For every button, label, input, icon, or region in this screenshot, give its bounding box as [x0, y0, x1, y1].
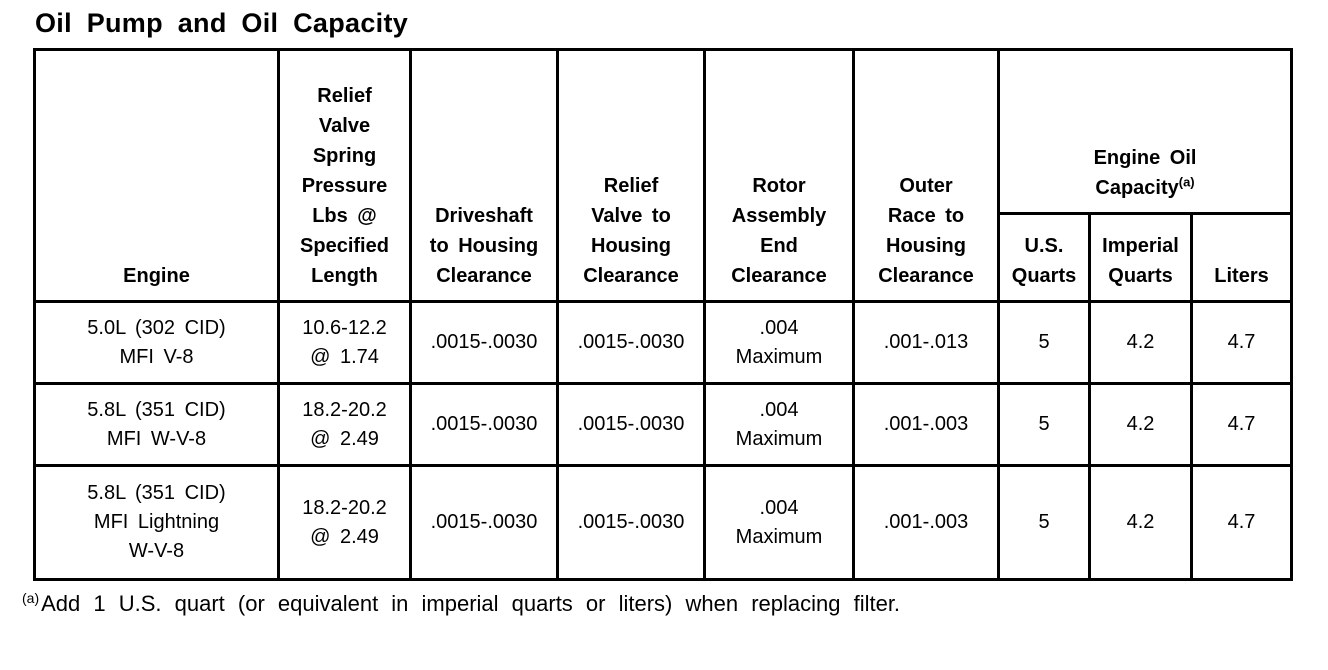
- cell-outer-race-clearance: .001-.003: [852, 382, 1000, 467]
- cell-us-quarts: 5: [997, 464, 1091, 581]
- capacity-footnote-marker: (a): [1178, 174, 1195, 190]
- cell-driveshaft-clearance: .0015-.0030: [409, 300, 559, 385]
- cell-engine: 5.8L (351 CID) MFI W-V-8: [33, 382, 280, 467]
- cell-relief-spring-pressure: 18.2-20.2 @ 2.49: [277, 382, 412, 467]
- col-header-relief-valve-to-housing-clearance: Relief Valve to Housing Clearance: [556, 48, 706, 303]
- table-row-5-8l-351-lightning: 5.8L (351 CID) MFI Lightning W-V-8 18.2-…: [33, 464, 1294, 581]
- footnote: (a)Add 1 U.S. quart (or equivalent in im…: [22, 590, 1328, 619]
- footnote-marker: (a): [22, 589, 40, 606]
- cell-driveshaft-clearance: .0015-.0030: [409, 382, 559, 467]
- cell-engine: 5.0L (302 CID) MFI V-8: [33, 300, 280, 385]
- col-header-imperial-quarts: Imperial Quarts: [1088, 212, 1193, 303]
- manual-page: Oil Pump and Oil Capacity Engine Relief …: [22, 8, 1328, 619]
- cell-driveshaft-clearance: .0015-.0030: [409, 464, 559, 581]
- cell-us-quarts: 5: [997, 300, 1091, 385]
- col-header-driveshaft-to-housing-clearance: Driveshaft to Housing Clearance: [409, 48, 559, 303]
- col-header-engine: Engine: [33, 48, 280, 303]
- col-header-us-quarts: U.S. Quarts: [997, 212, 1091, 303]
- capacity-group-label: Engine Oil Capacity: [1093, 147, 1197, 199]
- oil-pump-capacity-table: Engine Relief Valve Spring Pressure Lbs …: [33, 48, 1294, 581]
- cell-engine: 5.8L (351 CID) MFI Lightning W-V-8: [33, 464, 280, 581]
- col-header-engine-oil-capacity-group: Engine Oil Capacity(a): [996, 48, 1294, 215]
- cell-outer-race-clearance: .001-.013: [852, 300, 1000, 385]
- header-row-main: Engine Relief Valve Spring Pressure Lbs …: [33, 48, 1294, 303]
- cell-relief-spring-pressure: 10.6-12.2 @ 1.74: [277, 300, 412, 385]
- cell-relief-spring-pressure: 18.2-20.2 @ 2.49: [277, 464, 412, 581]
- cell-liters: 4.7: [1189, 300, 1294, 385]
- header-row-capacity-units: U.S. Quarts Imperial Quarts Liters: [35, 212, 1294, 303]
- page-title: Oil Pump and Oil Capacity: [35, 8, 409, 38]
- cell-outer-race-clearance: .001-.003: [852, 464, 1000, 581]
- cell-relief-valve-clearance: .0015-.0030: [556, 382, 706, 467]
- cell-relief-valve-clearance: .0015-.0030: [556, 300, 706, 385]
- cell-us-quarts: 5: [997, 382, 1091, 467]
- cell-liters: 4.7: [1189, 382, 1294, 467]
- col-header-relief-valve-spring-pressure: Relief Valve Spring Pressure Lbs @ Speci…: [277, 48, 412, 303]
- table-row-5-8l-351: 5.8L (351 CID) MFI W-V-8 18.2-20.2 @ 2.4…: [33, 382, 1294, 467]
- cell-imperial-quarts: 4.2: [1088, 464, 1193, 581]
- table-row-5-0l-302: 5.0L (302 CID) MFI V-8 10.6-12.2 @ 1.74 …: [33, 300, 1294, 385]
- cell-liters: 4.7: [1189, 464, 1294, 581]
- cell-imperial-quarts: 4.2: [1088, 382, 1193, 467]
- cell-rotor-end-clearance: .004 Maximum: [703, 382, 855, 467]
- col-header-liters: Liters: [1189, 212, 1294, 303]
- cell-rotor-end-clearance: .004 Maximum: [703, 300, 855, 385]
- cell-imperial-quarts: 4.2: [1088, 300, 1193, 385]
- cell-relief-valve-clearance: .0015-.0030: [556, 464, 706, 581]
- col-header-outer-race-to-housing-clearance: Outer Race to Housing Clearance: [852, 48, 1000, 303]
- cell-rotor-end-clearance: .004 Maximum: [703, 464, 855, 581]
- footnote-text: Add 1 U.S. quart (or equivalent in imper…: [41, 591, 901, 616]
- col-header-rotor-assembly-end-clearance: Rotor Assembly End Clearance: [703, 48, 855, 303]
